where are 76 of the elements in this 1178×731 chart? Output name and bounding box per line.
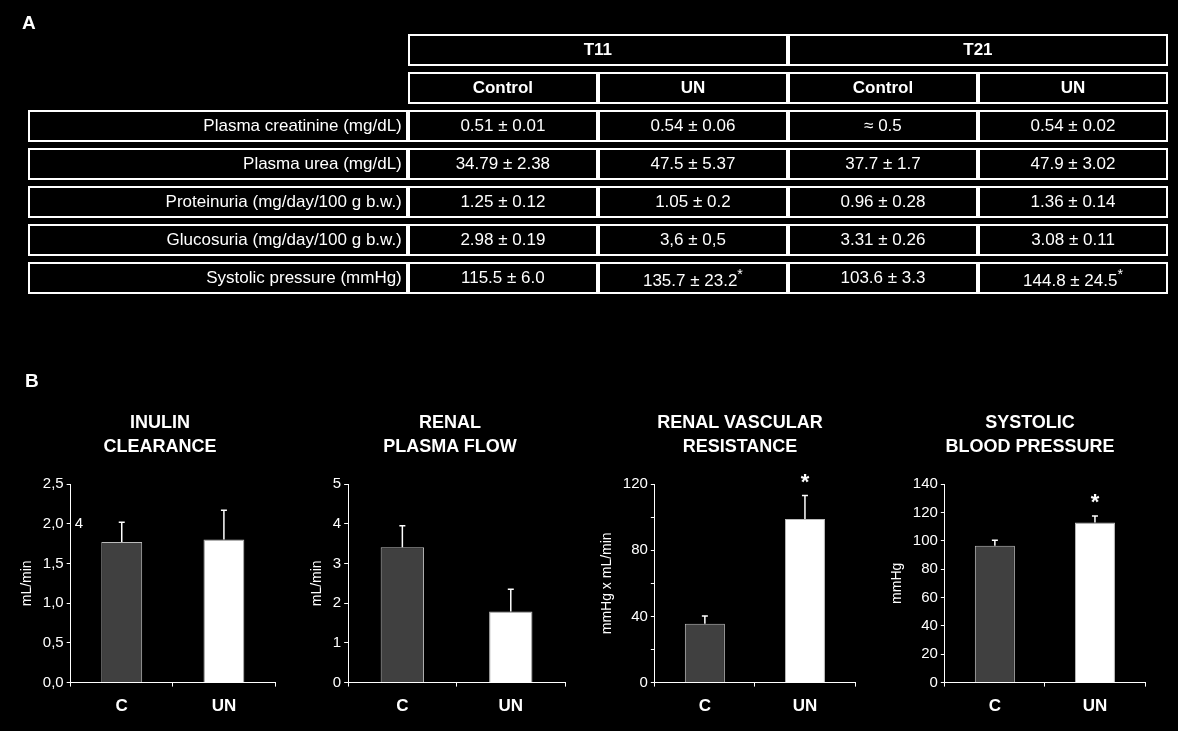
annotation: * — [800, 468, 810, 494]
text: 103.6 ± 3.3 — [840, 268, 926, 287]
y-tick-label: 40 — [631, 606, 648, 624]
y-tick-label: 0 — [929, 672, 938, 690]
category-label: Systolic pressure (mmHg) — [206, 268, 402, 287]
text: 1.05 ± 0.2 — [655, 192, 731, 211]
y-tick-label: 80 — [631, 540, 648, 558]
y-tick-label: 3 — [332, 553, 342, 571]
y-tick-label: 0,0 — [42, 672, 64, 690]
chart-title: RENAL VASCULAR RESISTANCE — [656, 411, 824, 458]
category-label: Plasma urea (mg/dL) — [243, 154, 402, 173]
y-tick-label: 120 — [622, 474, 648, 492]
y-tick-label: 1,0 — [42, 593, 64, 611]
category-label: Plasma creatinine (mg/dL) — [203, 116, 402, 135]
x-tick-label: C — [396, 696, 409, 716]
annotation: 4 — [74, 513, 83, 531]
text: A — [22, 12, 36, 34]
text: 144.8 ± 24.5$^{*}$ — [1023, 265, 1123, 290]
y-axis-title: mL/min — [308, 560, 325, 607]
text: 34.79 ± 2.38 — [455, 154, 551, 173]
text: T21 — [787, 34, 1168, 66]
y-tick-label: 60 — [921, 587, 938, 605]
y-tick-label: 0 — [639, 672, 648, 690]
y-tick-label: 80 — [921, 559, 938, 577]
y-tick-label: 1 — [332, 633, 342, 651]
text: 0.54 ± 0.02 — [1030, 116, 1116, 135]
text: 47.9 ± 3.02 — [1030, 154, 1116, 173]
text: 3.31 ± 0.26 — [840, 230, 926, 249]
y-tick-label: 120 — [912, 502, 938, 520]
x-tick-label: UN — [1082, 696, 1108, 716]
y-tick-label: 2,5 — [42, 474, 64, 492]
y-axis-title: mmHg x mL/min — [598, 532, 615, 635]
text: 1.25 ± 0.12 — [460, 192, 546, 211]
text: 3.08 ± 0.11 — [1031, 230, 1115, 249]
text: 135.7 ± 23.2$^{*}$ — [642, 265, 743, 290]
category-label: UN — [597, 72, 788, 104]
category-label: Glucosuria (mg/day/100 g b.w.) — [166, 230, 402, 249]
text: 2.98 ± 0.19 — [460, 230, 546, 249]
x-tick-label: UN — [792, 696, 818, 716]
chart-title: RENAL PLASMA FLOW — [382, 411, 518, 458]
text: T11 — [407, 34, 788, 66]
category-label: UN — [978, 72, 1168, 104]
y-tick-label: 2,0 — [42, 513, 64, 531]
y-tick-label: 100 — [912, 530, 938, 548]
x-tick-label: UN — [498, 696, 524, 716]
chart-subtitle: B — [25, 370, 39, 392]
chart-title: INULIN CLEARANCE — [102, 411, 218, 458]
y-tick-label: 0 — [332, 672, 342, 690]
x-tick-label: C — [988, 696, 1002, 716]
category-label: Proteinuria (mg/day/100 g b.w.) — [165, 192, 402, 211]
text: 3,6 ± 0,5 — [659, 230, 726, 249]
y-tick-label: 40 — [921, 616, 938, 633]
x-tick-label: C — [698, 696, 712, 716]
y-axis-title: mmHg — [888, 562, 905, 604]
text: 37.7 ± 1.7 — [845, 154, 921, 173]
x-tick-label: UN — [211, 696, 237, 716]
y-tick-label: 5 — [332, 474, 342, 492]
category-label: Control — [787, 72, 979, 104]
category-label: Control — [407, 72, 598, 104]
annotation: * — [1090, 489, 1100, 515]
x-tick-label: C — [115, 696, 128, 716]
y-axis-title: mL/min — [18, 560, 35, 607]
y-tick-label: 2 — [332, 593, 342, 611]
text: ≈ 0.5 — [864, 116, 902, 135]
text: 47.5 ± 5.37 — [650, 154, 736, 173]
text: 1.36 ± 0.14 — [1030, 192, 1116, 211]
chart-title: SYSTOLIC BLOOD PRESSURE — [944, 411, 1116, 458]
y-tick-label: 1,5 — [42, 553, 64, 571]
y-tick-label: 4 — [332, 513, 342, 531]
y-tick-label: 20 — [921, 644, 938, 662]
text: 0.96 ± 0.28 — [840, 192, 926, 211]
y-tick-label: 140 — [912, 474, 938, 492]
y-tick-label: 0,5 — [42, 633, 64, 651]
text: 115.5 ± 6.0 — [461, 268, 545, 287]
text: 0.51 ± 0.01 — [460, 116, 546, 135]
text: 0.54 ± 0.06 — [650, 116, 736, 135]
